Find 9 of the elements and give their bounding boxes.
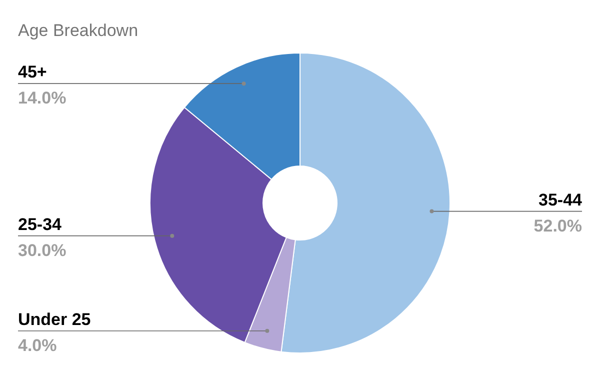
data-label: 14.0% — [18, 88, 66, 108]
data-label: 4.0% — [18, 336, 57, 355]
slice-label: Under 25 — [18, 310, 91, 329]
chart-title: Age Breakdown — [18, 21, 138, 40]
slice-label: 35-44 — [538, 190, 583, 210]
slice-label: 25-34 — [18, 214, 62, 234]
slice-label: 45+ — [18, 62, 47, 82]
data-label: 52.0% — [534, 216, 582, 236]
data-label: 30.0% — [18, 240, 66, 260]
